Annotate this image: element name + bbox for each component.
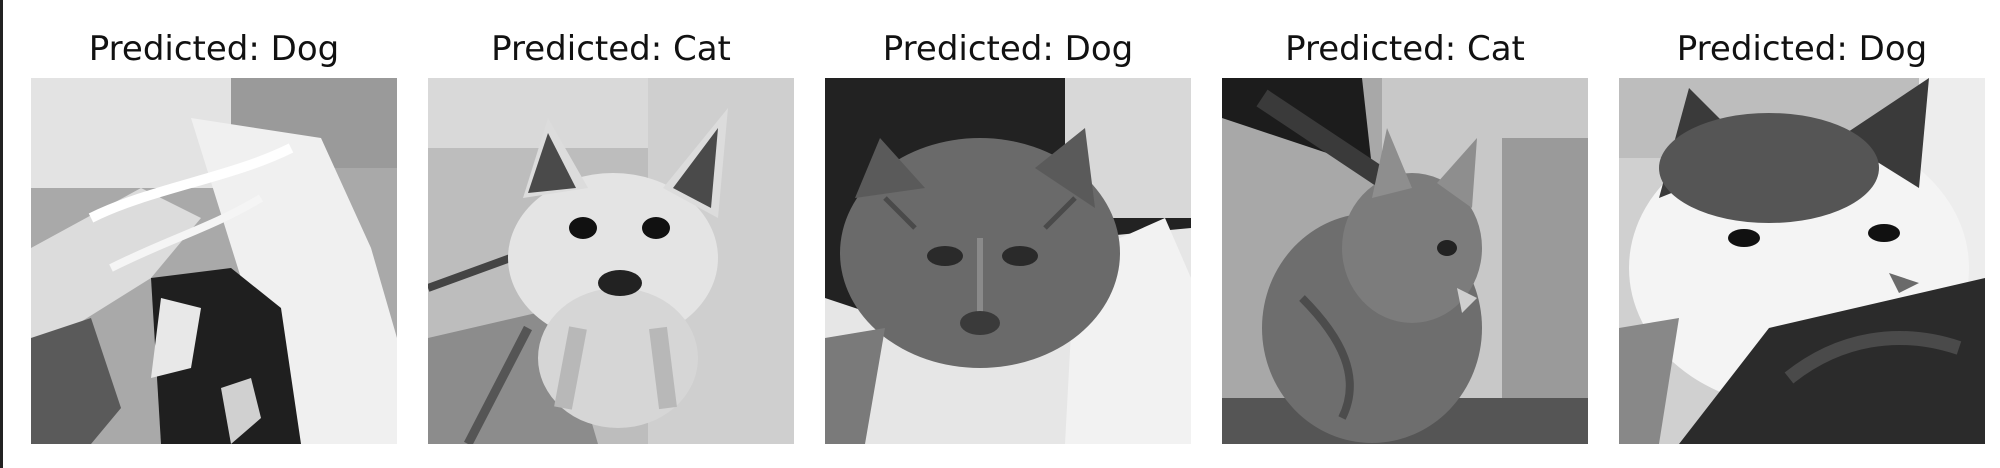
panel-5-image [1619,78,1985,444]
panel-5-title: Predicted: Dog [1676,29,1928,69]
prediction-panel-1: Predicted: Dog [31,0,397,468]
panel-3-title: Predicted: Dog [882,29,1134,69]
left-edge-border [0,0,3,468]
panel-5-photo [1619,78,1985,444]
panel-1-title: Predicted: Dog [88,29,340,69]
prediction-panel-2: Predicted: Cat [428,0,794,468]
panel-3-image [825,78,1191,444]
prediction-panel-4: Predicted: Cat [1222,0,1588,468]
panel-2-title: Predicted: Cat [491,29,731,69]
panel-3-photo [825,78,1191,444]
panel-1-image [31,78,397,444]
panel-2-image [428,78,794,444]
panel-4-photo [1222,78,1588,444]
prediction-panel-3: Predicted: Dog [825,0,1191,468]
panel-2-photo [428,78,794,444]
panel-1-photo [31,78,397,444]
panel-4-title: Predicted: Cat [1285,29,1525,69]
panel-4-image [1222,78,1588,444]
prediction-panel-5: Predicted: Dog [1619,0,1985,468]
